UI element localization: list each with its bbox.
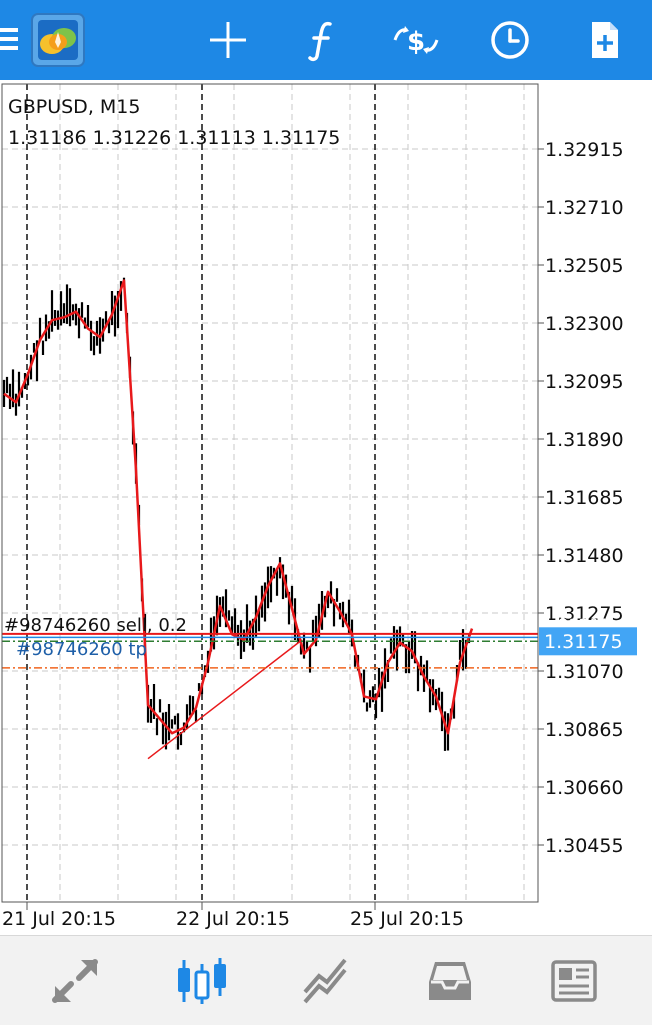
nav-history[interactable] (400, 936, 500, 1025)
crosshair-icon (210, 22, 246, 58)
new-order-icon (592, 22, 618, 58)
symbol-label: GBPUSD, M15 (8, 96, 140, 118)
trade-icon (303, 958, 347, 1003)
svg-text:$: $ (407, 27, 425, 57)
tp-order-label[interactable]: #98746260 tp (16, 639, 147, 660)
x-tick-label: 21 Jul 20:15 (2, 908, 116, 930)
y-tick-label: 1.31890 (545, 429, 624, 451)
bottom-navigation (0, 935, 652, 1025)
y-tick-label: 1.32095 (545, 371, 624, 393)
nav-trade[interactable] (276, 936, 376, 1025)
menu-icon (0, 28, 18, 50)
price-axis: 1.32915 1.32710 1.32505 1.32300 1.32095 1.318… (538, 139, 624, 857)
current-price-tag-text: 1.31175 (544, 631, 623, 653)
chart-grid (2, 84, 538, 902)
nav-news[interactable] (524, 936, 624, 1025)
symbol-quotes-button[interactable]: $ (384, 0, 448, 80)
indicators-button[interactable] (292, 0, 352, 80)
current-price-tag (539, 627, 637, 656)
y-tick-label: 1.32300 (545, 313, 624, 335)
crosshair-button[interactable] (198, 0, 258, 80)
y-tick-label: 1.31480 (545, 545, 624, 567)
y-tick-label: 1.31275 (545, 603, 624, 625)
x-tick-label: 22 Jul 20:15 (176, 908, 290, 930)
menu-button[interactable] (0, 0, 24, 80)
history-icon (429, 961, 471, 1000)
top-toolbar: $ (0, 0, 652, 80)
sell-order-label[interactable]: #98746260 sell, 0.2 (4, 615, 187, 636)
candle-series (2, 277, 471, 751)
y-tick-label: 1.32505 (545, 255, 624, 277)
news-icon (551, 959, 597, 1002)
time-axis: 21 Jul 20:15 22 Jul 20:15 25 Jul 20:15 (2, 902, 464, 930)
charts-icon (178, 957, 226, 1004)
nav-quotes[interactable] (26, 936, 126, 1025)
y-tick-label: 1.32915 (545, 139, 624, 161)
y-tick-label: 1.30455 (545, 835, 624, 857)
price-chart[interactable]: 1.32915 1.32710 1.32505 1.32300 1.32095 1.318… (0, 80, 652, 935)
app-logo-icon (31, 13, 85, 67)
timeframe-icon (491, 21, 529, 59)
y-tick-label: 1.32710 (545, 197, 624, 219)
series-line (3, 279, 474, 735)
timeframe-button[interactable] (480, 0, 540, 80)
ohlc-label: 1.31186 1.31226 1.31113 1.31175 (8, 127, 340, 149)
y-tick-label: 1.31685 (545, 487, 624, 509)
session-separators (26, 84, 376, 902)
y-tick-label: 1.30865 (545, 719, 624, 741)
nav-charts[interactable] (152, 936, 252, 1025)
app-logo-button[interactable] (30, 0, 86, 80)
symbol-quotes-icon: $ (393, 26, 439, 57)
y-tick-label: 1.31070 (545, 661, 624, 683)
indicators-icon (308, 21, 332, 62)
new-order-button[interactable] (574, 0, 634, 80)
y-tick-label: 1.30660 (545, 777, 624, 799)
quotes-icon (52, 958, 98, 1003)
trend-line[interactable] (147, 639, 303, 760)
x-tick-label: 25 Jul 20:15 (350, 908, 464, 930)
